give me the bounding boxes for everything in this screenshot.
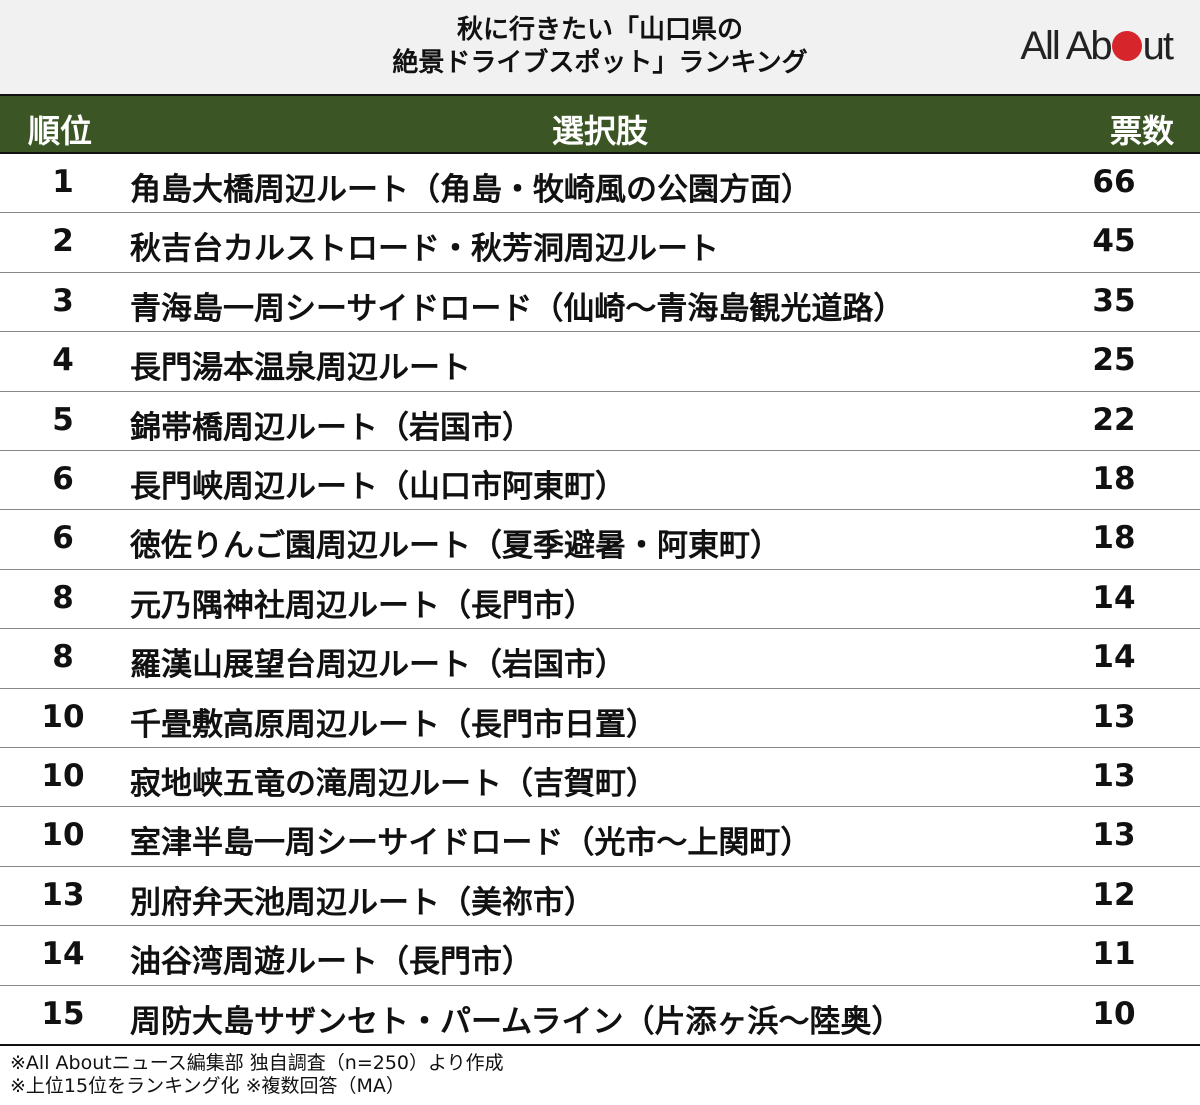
- divider: [0, 1044, 1200, 1046]
- votes-cell: 22: [1092, 401, 1136, 438]
- votes-cell: 13: [1092, 817, 1136, 854]
- choice-cell: 周防大島サザンセト・パームライン（片添ヶ浜～陸奥）: [130, 1003, 903, 1040]
- choice-cell: 角島大橋周辺ルート（角島・牧崎風の公園方面）: [130, 172, 812, 208]
- rank-cell: 10: [41, 698, 85, 735]
- table-row: 2 秋吉台カルストロード・秋芳洞周辺ルート 45: [0, 213, 1200, 273]
- votes-cell: 66: [1092, 164, 1136, 200]
- choice-cell: 徳佐りんご園周辺ルート（夏季避暑・阿東町）: [130, 528, 781, 565]
- table-row: 10 寂地峡五竜の滝周辺ルート（吉賀町） 13: [0, 748, 1200, 808]
- choice-cell: 長門湯本温泉周辺ルート: [130, 350, 471, 387]
- footnote: ※上位15位をランキング化 ※複数回答（MA）: [10, 1075, 405, 1097]
- votes-cell: 13: [1092, 758, 1136, 794]
- title-area: 秋に行きたい「山口県の 絶景ドライブスポット」ランキング All Ab ut: [0, 0, 1200, 94]
- votes-cell: 11: [1092, 936, 1136, 973]
- rank-cell: 13: [41, 876, 85, 913]
- title-line-2: 絶景ドライブスポット」ランキング: [392, 48, 808, 78]
- rank-cell: 1: [52, 164, 74, 200]
- header-rank: 順位: [28, 112, 93, 150]
- rank-cell: 14: [41, 936, 85, 973]
- table-row: 13 別府弁天池周辺ルート（美祢市） 12: [0, 867, 1200, 927]
- votes-cell: 13: [1092, 698, 1136, 735]
- votes-cell: 10: [1092, 995, 1136, 1032]
- table-header: 順位 選択肢 票数: [0, 94, 1200, 154]
- rank-cell: 8: [52, 579, 74, 616]
- allabout-logo: All Ab ut: [1020, 24, 1174, 68]
- votes-cell: 14: [1092, 639, 1136, 676]
- rank-cell: 3: [52, 282, 74, 319]
- choice-cell: 千畳敷高原周辺ルート（長門市日置）: [130, 706, 657, 743]
- table-row: 1 角島大橋周辺ルート（角島・牧崎風の公園方面） 66: [0, 154, 1200, 214]
- table-row: 4 長門湯本温泉周辺ルート 25: [0, 332, 1200, 392]
- votes-cell: 35: [1092, 282, 1136, 319]
- rank-cell: 6: [52, 520, 74, 557]
- choice-cell: 別府弁天池周辺ルート（美祢市）: [130, 884, 595, 921]
- table-row: 8 元乃隅神社周辺ルート（長門市） 14: [0, 570, 1200, 630]
- table-row: 10 千畳敷高原周辺ルート（長門市日置） 13: [0, 689, 1200, 748]
- choice-cell: 羅漢山展望台周辺ルート（岩国市）: [130, 647, 626, 684]
- choice-cell: 室津半島一周シーサイドロード（光市～上関町）: [130, 825, 812, 862]
- footnote: ※All Aboutニュース編集部 独自調査（n=250）より作成: [10, 1052, 504, 1074]
- choice-cell: 錦帯橋周辺ルート（岩国市）: [130, 409, 533, 446]
- header-choice: 選択肢: [551, 112, 648, 150]
- logo-dot-icon: [1111, 31, 1142, 61]
- table-row: 8 羅漢山展望台周辺ルート（岩国市） 14: [0, 629, 1200, 689]
- rank-cell: 4: [52, 342, 74, 379]
- rank-cell: 8: [52, 639, 74, 676]
- table-row: 14 油谷湾周遊ルート（長門市） 11: [0, 926, 1200, 986]
- header-votes: 票数: [1109, 112, 1174, 150]
- rank-cell: 15: [41, 995, 85, 1032]
- chart-title: 秋に行きたい「山口県の 絶景ドライブスポット」ランキング: [0, 14, 1200, 80]
- rank-cell: 10: [41, 817, 85, 854]
- table-row: 15 周防大島サザンセト・パームライン（片添ヶ浜～陸奥） 10: [0, 986, 1200, 1045]
- votes-cell: 14: [1092, 579, 1136, 616]
- votes-cell: 12: [1092, 876, 1136, 913]
- table-row: 5 錦帯橋周辺ルート（岩国市） 22: [0, 392, 1200, 451]
- choice-cell: 秋吉台カルストロード・秋芳洞周辺ルート: [130, 231, 719, 268]
- choice-cell: 青海島一周シーサイドロード（仙崎～青海島観光道路）: [130, 290, 905, 327]
- choice-cell: 油谷湾周遊ルート（長門市）: [130, 944, 533, 981]
- choice-cell: 長門峡周辺ルート（山口市阿東町）: [130, 469, 626, 505]
- votes-cell: 18: [1092, 520, 1136, 557]
- table-row: 6 長門峡周辺ルート（山口市阿東町） 18: [0, 451, 1200, 511]
- rank-cell: 10: [41, 758, 85, 794]
- choice-cell: 元乃隅神社周辺ルート（長門市）: [130, 587, 595, 624]
- votes-cell: 18: [1092, 461, 1136, 497]
- table-row: 10 室津半島一周シーサイドロード（光市～上関町） 13: [0, 807, 1200, 867]
- choice-cell: 寂地峡五竜の滝周辺ルート（吉賀町）: [130, 766, 657, 802]
- rank-cell: 2: [52, 223, 74, 260]
- votes-cell: 25: [1092, 342, 1136, 379]
- table-row: 6 徳佐りんご園周辺ルート（夏季避暑・阿東町） 18: [0, 510, 1200, 570]
- rank-cell: 6: [52, 461, 74, 497]
- rank-cell: 5: [52, 401, 74, 438]
- title-line-1: 秋に行きたい「山口県の: [456, 15, 743, 45]
- votes-cell: 45: [1092, 223, 1136, 260]
- table-row: 3 青海島一周シーサイドロード（仙崎～青海島観光道路） 35: [0, 273, 1200, 333]
- footnotes: ※All Aboutニュース編集部 独自調査（n=250）より作成 ※上位15位…: [10, 1052, 504, 1098]
